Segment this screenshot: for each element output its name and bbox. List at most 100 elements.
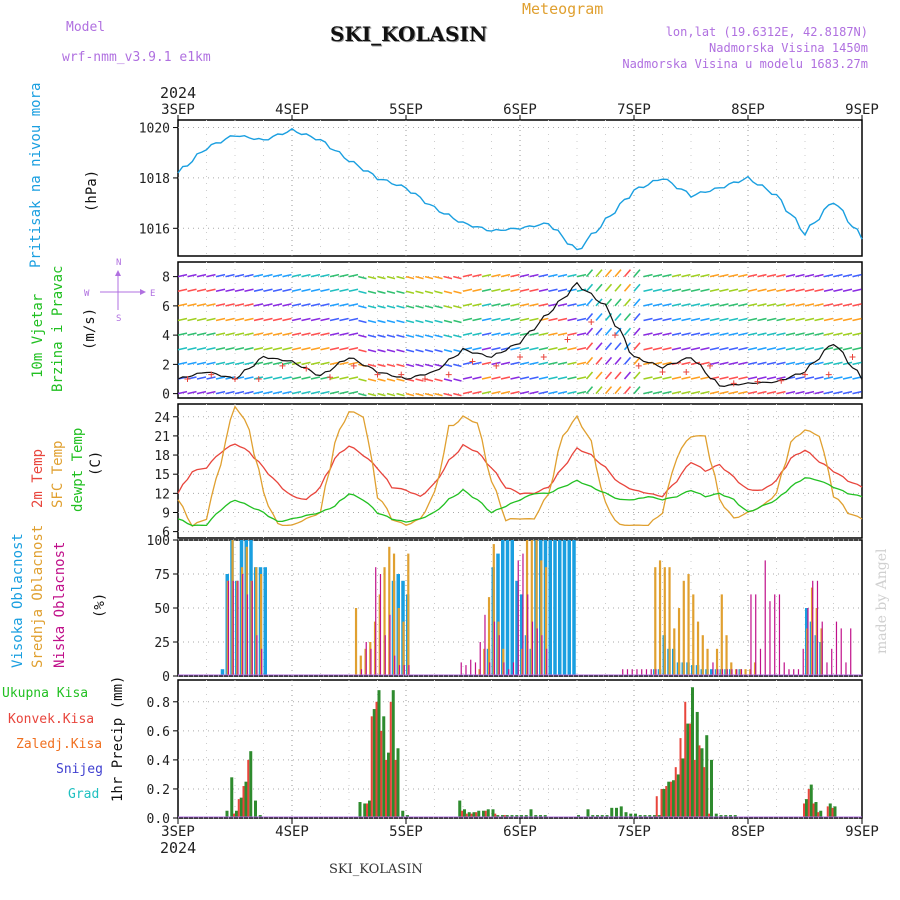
mid-cloud-bar [478, 669, 481, 675]
wind-barb [776, 273, 786, 278]
wind-barb [453, 392, 462, 397]
wind-barb [301, 390, 311, 395]
wind-barb [633, 283, 641, 292]
wind-barb [814, 317, 824, 322]
time-label-bottom: 6SEP [503, 824, 537, 840]
wind-barb [424, 392, 434, 397]
wind-barb [785, 361, 796, 366]
total-precip-bar [586, 809, 590, 817]
total-precip-bar [577, 815, 580, 817]
wind-barb [396, 392, 405, 397]
wind-barb [671, 273, 682, 278]
total-precip-bar [610, 807, 614, 817]
wind-barb [405, 305, 415, 309]
low-cloud-bar [755, 594, 757, 675]
wind-barb [538, 361, 549, 366]
wind-barb [700, 303, 710, 307]
convective-precip-bar [503, 815, 506, 817]
wind-barb [719, 317, 729, 322]
wind-barb [719, 376, 729, 380]
mid-cloud-bar [483, 648, 486, 675]
wind-barb [291, 317, 302, 322]
wind-barb [396, 275, 405, 280]
total-precip-bar [605, 815, 609, 817]
wind-barb [434, 378, 443, 382]
mid-cloud-bar [706, 648, 709, 675]
wind-barb [766, 332, 777, 336]
total-precip-bar [467, 812, 471, 817]
low-cloud-bar [845, 662, 847, 675]
time-label-top: 9SEP [845, 102, 879, 118]
wind-gust-marker [730, 380, 737, 387]
wind-barb [595, 342, 603, 351]
wind-barb [263, 317, 273, 322]
total-precip-bar [729, 815, 732, 817]
wind-barb [339, 390, 349, 395]
wind-barb [728, 317, 739, 322]
wind-barb [367, 348, 377, 353]
wind-barb [852, 390, 862, 395]
wind-barb [833, 332, 843, 336]
wind-barb [244, 332, 254, 336]
lonlat-text: lon,lat (19.6312E, 42.8187N) [665, 25, 868, 39]
wind-barb [776, 332, 786, 336]
low-cloud-bar [479, 642, 481, 675]
wind-barb [500, 288, 511, 293]
mid-cloud-bar [373, 621, 377, 675]
y-tick-label: 1016 [139, 222, 170, 237]
convective-precip-bar [380, 730, 383, 817]
wind-gust-marker [588, 318, 595, 325]
mid-cloud-bar [364, 648, 367, 675]
high-cloud-bar [558, 540, 562, 675]
mid-cloud-bar [492, 544, 495, 675]
time-label-bottom: 3SEP [161, 824, 195, 840]
wind-barb [557, 303, 568, 307]
mid-cloud-bar [378, 594, 381, 675]
wind-barb [348, 390, 359, 395]
total-precip-bar [401, 810, 405, 817]
wind-barb [225, 376, 235, 380]
mid-cloud-bar [402, 621, 405, 675]
wind-barb [396, 334, 405, 338]
total-precip-bar [662, 788, 666, 817]
convective-precip-bar [233, 813, 235, 817]
wind-barb [662, 303, 672, 307]
wind-barb [529, 346, 539, 351]
wind-barb [358, 378, 367, 382]
wind-barb [557, 376, 568, 380]
high-cloud-bar [710, 669, 714, 675]
wind-gust-marker [493, 362, 500, 369]
wind-barb [852, 273, 862, 278]
wind-barb [823, 273, 834, 278]
wind-barb [367, 319, 377, 324]
low-cloud-bar [232, 580, 234, 675]
wind-barb [662, 361, 672, 366]
low-cloud-bar [641, 669, 643, 675]
total-precip-bar [700, 748, 704, 817]
wind-barb [652, 317, 663, 322]
wind-barb [643, 376, 653, 380]
low-cloud-bar [826, 662, 828, 675]
wind-barb [301, 317, 311, 322]
wind-barb [377, 363, 386, 368]
wind-barb [738, 273, 748, 278]
wind-barb [576, 273, 587, 278]
wind-barb [842, 273, 853, 278]
total-precip-bar [368, 800, 371, 817]
low-cloud-bar [650, 669, 652, 675]
wind-barb [795, 288, 805, 293]
wind-barb [795, 332, 805, 336]
precip-legend-conv: Konvek.Kisa [8, 712, 95, 727]
wind-barb [320, 346, 330, 351]
wind-barb [652, 390, 663, 395]
wind-barb [329, 361, 340, 366]
wind-barb [719, 332, 729, 336]
wind-barb [282, 332, 292, 336]
wind-barb [567, 303, 577, 307]
wind-barb [481, 303, 492, 307]
y-tick-label: 100 [147, 534, 170, 549]
wind-barb [842, 317, 853, 322]
wind-barb [728, 390, 739, 395]
wind-barb [434, 275, 443, 280]
